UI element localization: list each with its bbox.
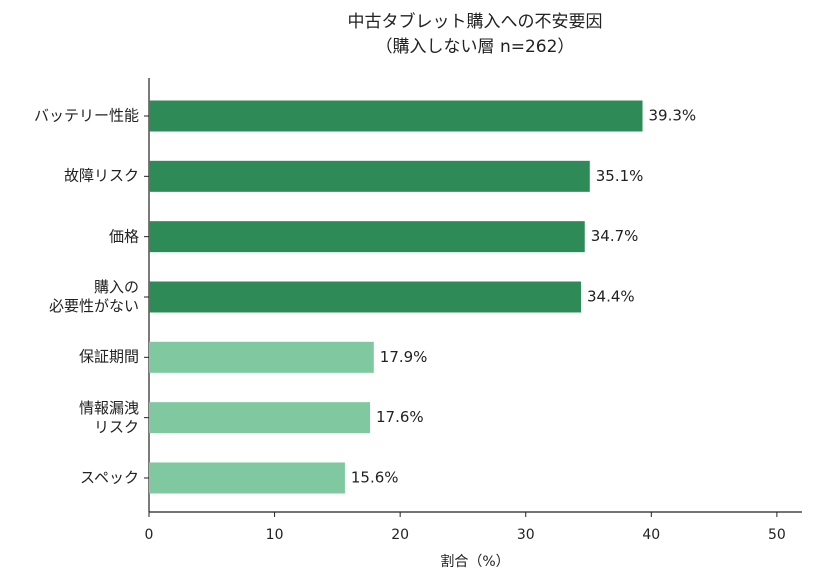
chart-title: 中古タブレット購入への不安要因 bbox=[348, 11, 603, 32]
x-tick-label: 30 bbox=[517, 527, 535, 543]
bar bbox=[149, 341, 374, 373]
y-tick-label: 故障リスク bbox=[63, 166, 139, 185]
x-tick-label: 10 bbox=[266, 527, 284, 543]
y-tick-label: 情報漏洩 リスク bbox=[78, 398, 139, 436]
x-axis-label: 割合（%） bbox=[440, 553, 509, 570]
x-tick-label: 40 bbox=[642, 527, 660, 543]
y-tick-label: 価格 bbox=[108, 227, 139, 246]
x-tick-label: 20 bbox=[391, 527, 409, 543]
x-tick-label: 50 bbox=[768, 527, 786, 543]
value-label: 17.6% bbox=[376, 408, 424, 426]
bar bbox=[149, 221, 585, 253]
chart-subtitle: （購入しない層 n=262） bbox=[376, 37, 575, 57]
bar bbox=[149, 160, 590, 192]
y-tick-label: バッテリー性能 bbox=[33, 106, 139, 125]
y-tick-label: 保証期間 bbox=[78, 347, 139, 366]
y-tick-label: 購入の 必要性がない bbox=[48, 277, 139, 315]
bar bbox=[149, 100, 643, 132]
value-label: 39.3% bbox=[649, 107, 697, 125]
value-label: 34.7% bbox=[591, 227, 639, 245]
bar bbox=[149, 402, 371, 434]
x-tick-label: 0 bbox=[145, 527, 154, 543]
value-label: 34.4% bbox=[587, 287, 635, 305]
bar bbox=[149, 462, 345, 494]
y-tick-label: スペック bbox=[80, 468, 139, 487]
bar bbox=[149, 281, 581, 313]
value-label: 17.9% bbox=[380, 348, 428, 366]
value-label: 15.6% bbox=[351, 468, 399, 486]
value-label: 35.1% bbox=[596, 167, 644, 185]
